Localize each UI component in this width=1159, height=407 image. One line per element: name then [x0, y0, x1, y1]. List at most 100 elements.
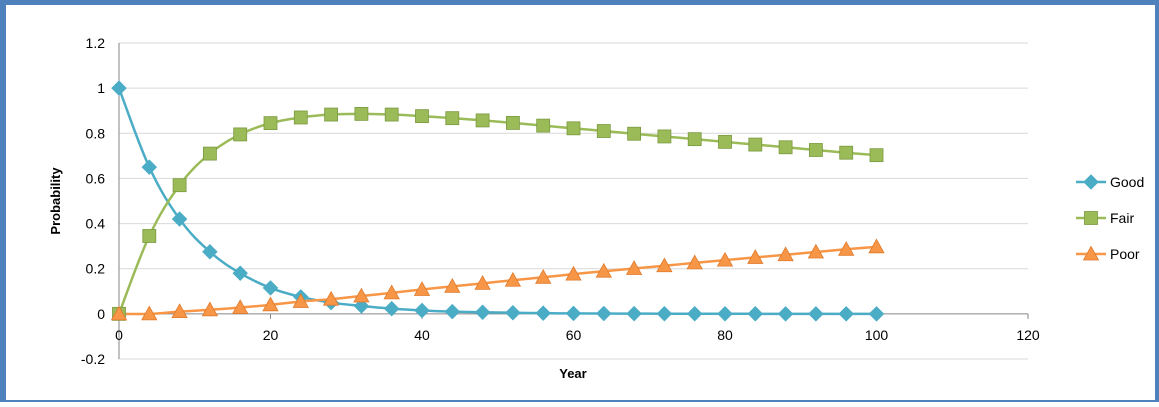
- data-point-good: [505, 304, 521, 321]
- y-tick-label: 1: [97, 80, 105, 96]
- data-point-good: [808, 305, 824, 322]
- data-point-fair: [233, 127, 248, 142]
- data-point-poor: [777, 246, 794, 262]
- data-point-good: [111, 80, 127, 96]
- y-tick-label: 1.2: [86, 35, 106, 51]
- data-point-fair: [657, 129, 672, 144]
- data-point-poor: [292, 293, 309, 308]
- data-point-good: [595, 305, 612, 322]
- legend-marker-poor: [1082, 245, 1100, 261]
- data-point-good: [686, 305, 703, 322]
- data-point-poor: [444, 277, 461, 293]
- data-point-poor: [868, 238, 885, 254]
- data-point-good: [535, 305, 552, 322]
- data-point-fair: [475, 113, 490, 128]
- data-point-poor: [322, 290, 340, 306]
- data-point-poor: [353, 287, 370, 303]
- y-axis-title: Probability: [48, 167, 63, 235]
- data-point-good: [868, 306, 885, 322]
- x-tick-label: 120: [1016, 327, 1040, 343]
- data-point-fair: [354, 106, 369, 121]
- data-point-fair: [172, 178, 187, 193]
- data-point-fair: [687, 132, 702, 147]
- data-point-good: [626, 305, 642, 322]
- legend-marker-good: [1083, 174, 1099, 190]
- data-point-good: [444, 303, 461, 320]
- data-point-poor: [565, 265, 582, 281]
- data-point-fair: [839, 145, 854, 160]
- data-point-fair: [445, 111, 460, 126]
- data-point-fair: [566, 121, 581, 136]
- data-point-good: [262, 280, 279, 296]
- data-point-fair: [596, 124, 611, 138]
- data-point-fair: [505, 116, 520, 130]
- series-line-fair: [117, 112, 877, 315]
- x-tick-label: 60: [566, 327, 582, 343]
- data-point-poor: [474, 275, 491, 290]
- data-point-fair: [293, 110, 308, 125]
- legend-item-good: Good: [1076, 174, 1144, 190]
- data-point-fair: [415, 109, 429, 124]
- x-tick-label: 0: [115, 327, 123, 343]
- y-tick-label: 0.4: [86, 216, 106, 232]
- series-line-poor: [118, 245, 877, 316]
- y-tick-label: 0.8: [86, 125, 106, 141]
- data-point-poor: [716, 251, 734, 267]
- y-tick-label: 0: [97, 306, 105, 322]
- data-point-good: [717, 305, 733, 322]
- data-point-good: [202, 243, 218, 260]
- data-point-poor: [110, 305, 128, 321]
- data-point-fair: [142, 229, 157, 243]
- data-point-fair: [384, 107, 399, 122]
- data-point-fair: [869, 148, 884, 163]
- data-point-poor: [838, 240, 855, 256]
- data-point-poor: [595, 262, 612, 278]
- data-point-poor: [201, 301, 219, 317]
- data-point-poor: [656, 257, 673, 273]
- data-point-good: [565, 305, 582, 322]
- data-point-good: [777, 305, 794, 322]
- data-point-good: [232, 265, 249, 282]
- x-tick-label: 20: [263, 327, 279, 343]
- legend-label-good: Good: [1110, 174, 1144, 190]
- legend-item-poor: Poor: [1076, 245, 1140, 262]
- data-point-poor: [171, 303, 188, 319]
- data-point-fair: [778, 140, 793, 155]
- data-point-good: [656, 305, 673, 322]
- data-point-poor: [625, 260, 643, 275]
- legend-marker-fair: [1084, 211, 1098, 225]
- y-tick-label: 0.6: [86, 170, 106, 186]
- data-point-fair: [202, 146, 217, 161]
- data-point-good: [747, 305, 764, 322]
- marker-layer: [110, 80, 885, 322]
- data-point-poor: [262, 296, 279, 312]
- data-point-good: [171, 211, 188, 227]
- data-point-good: [474, 304, 491, 321]
- tick-labels: -0.2 0 0.2 0.4 0.6 0.8 1 1.2 0 20 40 60 80 100 120: [81, 35, 1040, 367]
- data-point-poor: [504, 271, 522, 287]
- data-point-fair: [263, 116, 278, 131]
- data-point-good: [414, 302, 430, 319]
- data-point-fair: [324, 107, 339, 122]
- x-tick-label: 100: [865, 327, 889, 343]
- data-point-good: [383, 300, 400, 317]
- data-point-poor: [141, 305, 158, 321]
- legend-item-fair: Fair: [1076, 210, 1134, 226]
- x-tick-label: 80: [717, 327, 733, 343]
- data-point-fair: [718, 134, 732, 149]
- x-axis-title: Year: [559, 366, 586, 381]
- y-tick-label: -0.2: [81, 351, 105, 367]
- data-point-good: [141, 159, 158, 175]
- data-point-poor: [535, 268, 552, 284]
- data-point-fair: [627, 126, 641, 141]
- data-point-poor: [383, 284, 400, 300]
- x-tick-label: 40: [414, 327, 430, 343]
- data-point-fair: [809, 143, 823, 157]
- legend-label-fair: Fair: [1110, 210, 1134, 226]
- data-point-poor: [747, 249, 764, 264]
- data-point-poor: [686, 254, 703, 270]
- data-point-poor: [807, 243, 825, 259]
- data-point-poor: [232, 299, 249, 314]
- y-tick-label: 0.2: [86, 261, 106, 277]
